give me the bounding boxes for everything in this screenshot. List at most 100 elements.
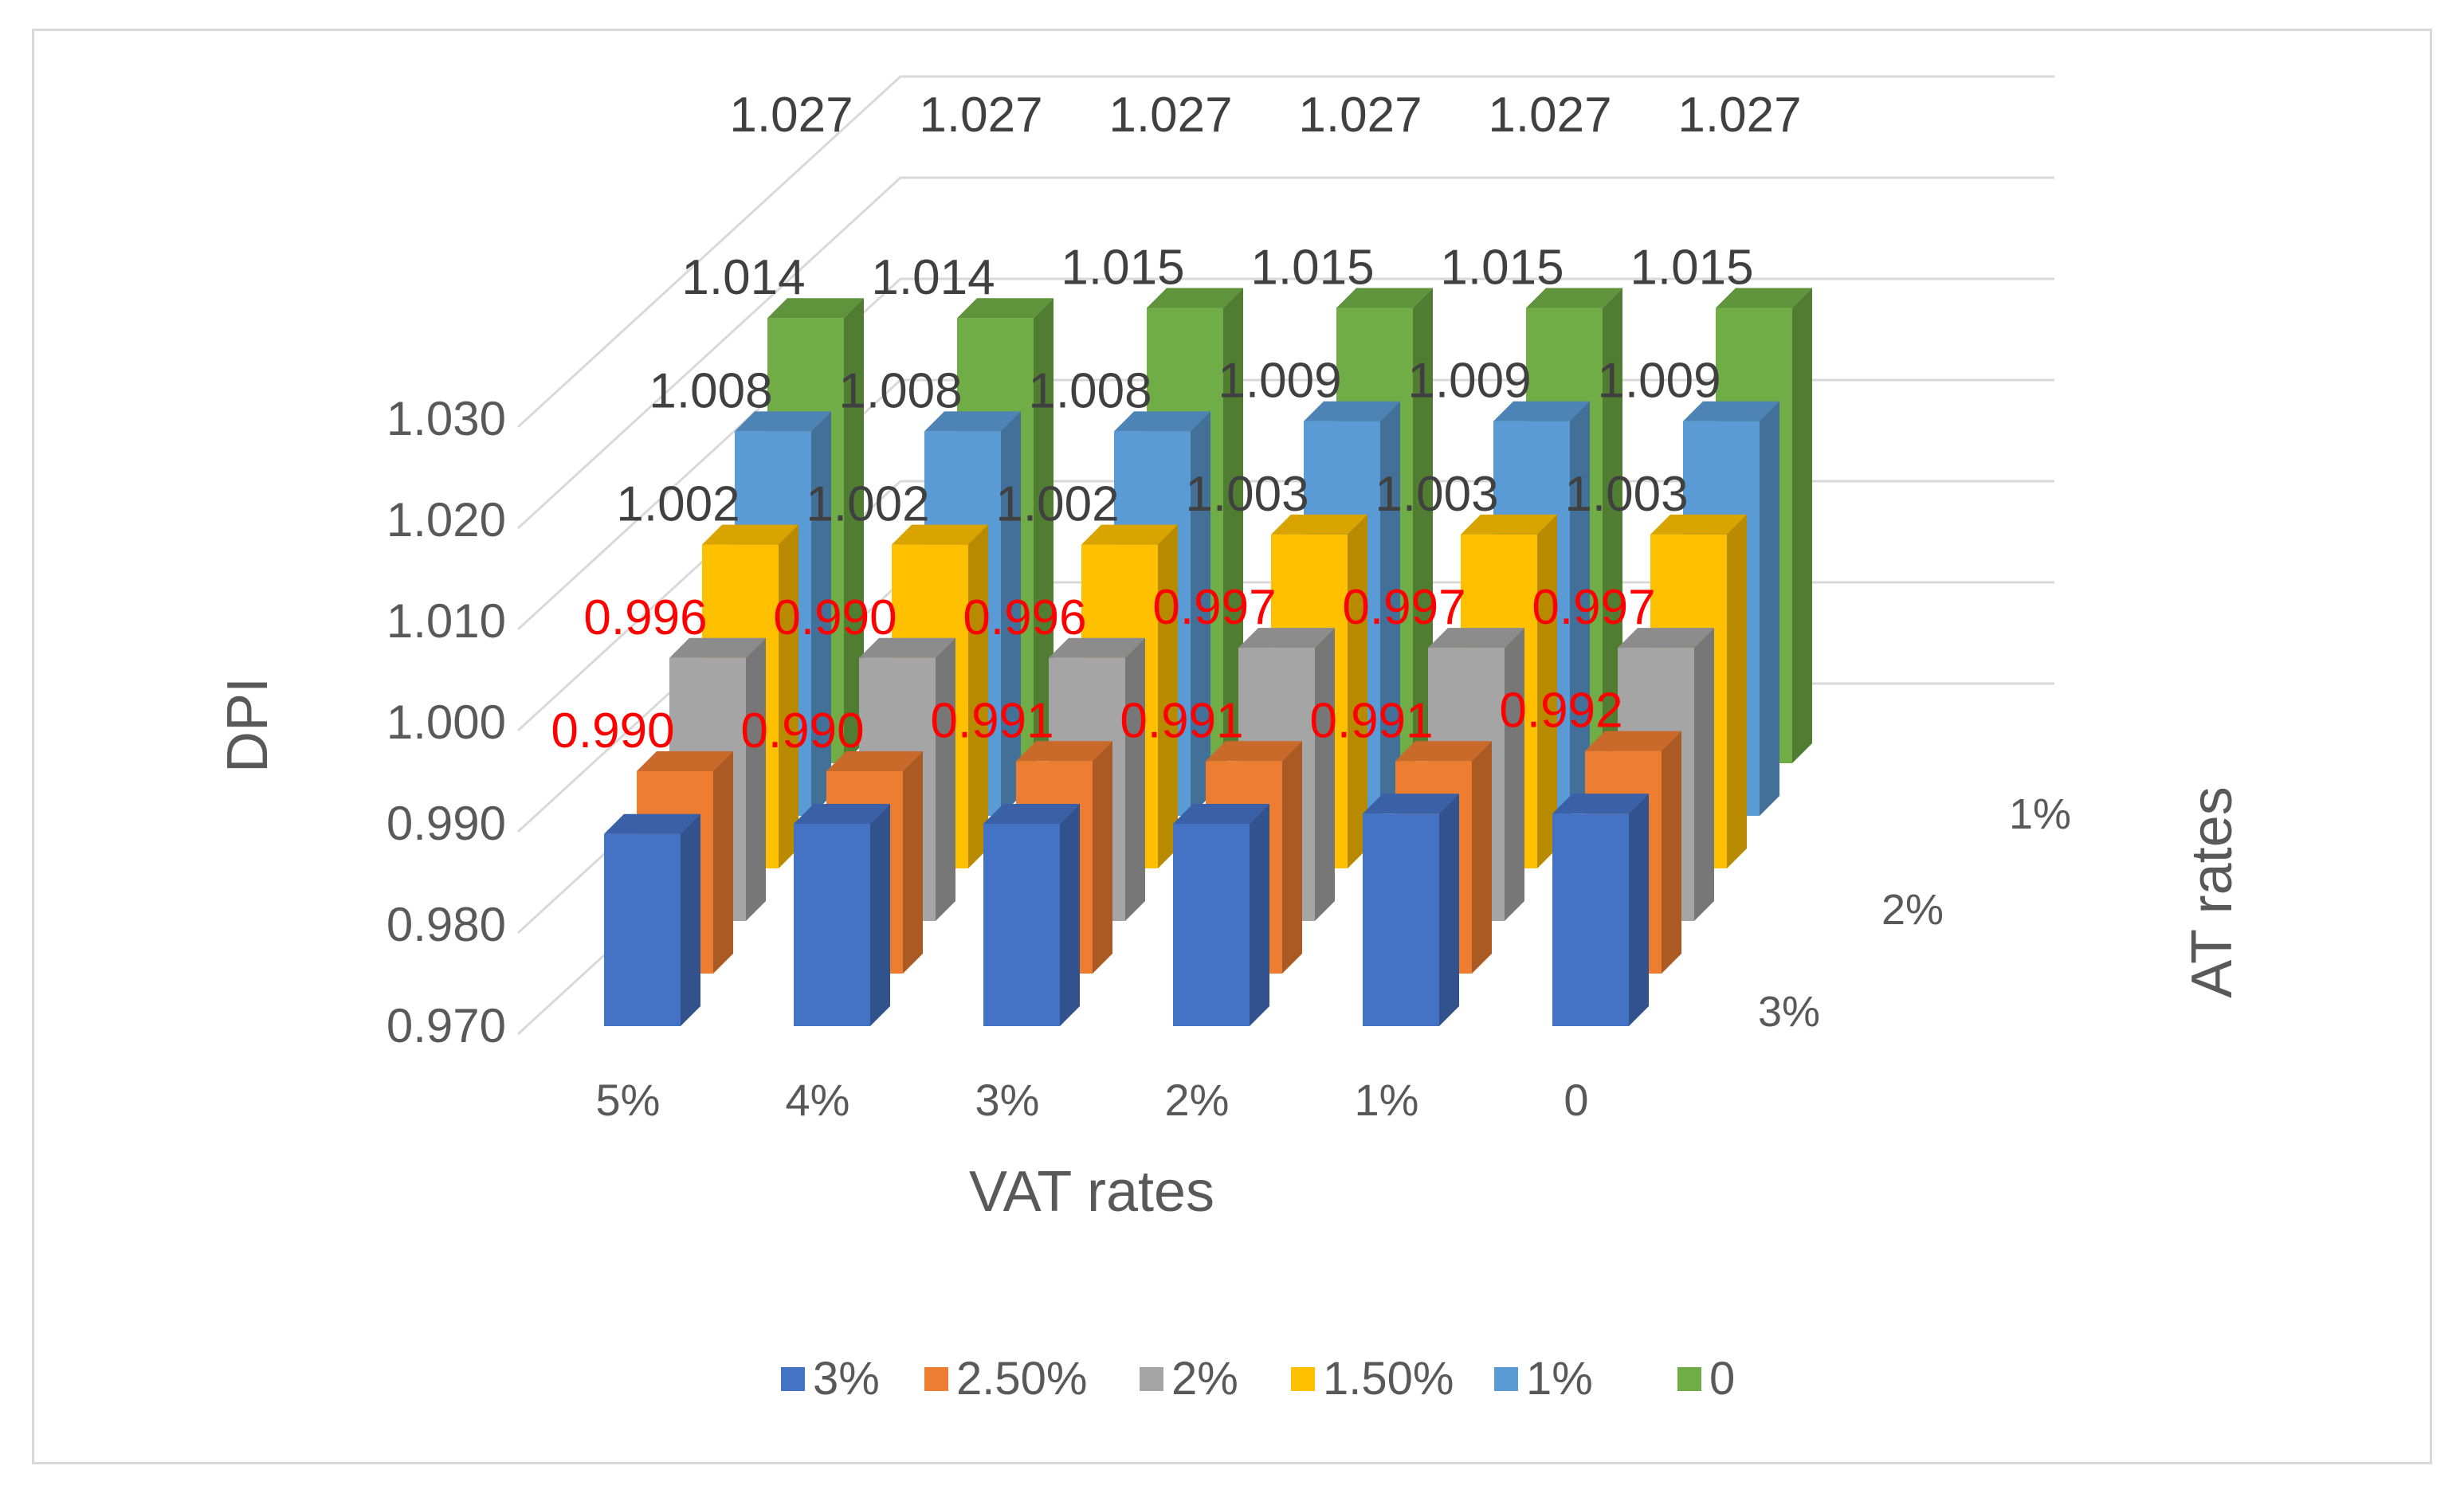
- bar-top: [767, 298, 864, 319]
- gridline: [516, 75, 2054, 429]
- y-tick-label: 1.010: [386, 594, 506, 648]
- bar-side: [713, 751, 733, 974]
- bar-top: [1618, 628, 1714, 649]
- legend-label: 1%: [1526, 1353, 1593, 1405]
- bar-top: [983, 804, 1080, 824]
- bar-side: [1662, 731, 1681, 974]
- bar-3%-5%: [604, 813, 700, 1026]
- legend-swatch: [924, 1367, 948, 1391]
- bar-top: [1147, 288, 1243, 308]
- x-axis-ticks: 5% 4% 3% 2% 1% 0: [596, 1075, 1589, 1125]
- x-tick-label: 4%: [786, 1075, 850, 1125]
- bar-side: [936, 637, 955, 921]
- legend-item: 2%: [1140, 1353, 1238, 1405]
- bar-top: [735, 411, 831, 432]
- legend-swatch: [1494, 1367, 1518, 1391]
- data-label: 1.003: [1375, 467, 1498, 522]
- bar-side: [1191, 411, 1210, 816]
- data-labels: 0.990 0.990 0.991 0.991 0.991 0.992 0.996 0.990…: [551, 88, 1801, 758]
- bar-top: [1081, 524, 1178, 545]
- bar-3%-2%: [1173, 804, 1269, 1026]
- bar-top: [826, 751, 923, 771]
- bar-top: [1716, 288, 1812, 308]
- bar-top: [1585, 731, 1681, 751]
- data-label-top: 1.027: [729, 88, 853, 143]
- bar-front: [1552, 813, 1629, 1026]
- legend-swatch: [1677, 1367, 1701, 1391]
- bar-side: [1001, 411, 1021, 816]
- bar-side: [681, 813, 700, 1026]
- bar-3%-4%: [794, 804, 890, 1026]
- bar-side: [1727, 514, 1747, 868]
- bar-side: [1223, 288, 1243, 763]
- bar-side: [1093, 741, 1112, 974]
- data-label: 1.002: [616, 477, 740, 532]
- bar-top: [1461, 514, 1557, 535]
- bar-top: [794, 804, 890, 824]
- bar-side: [1792, 288, 1812, 763]
- y-axis-ticks: 0.970 0.980 0.990 1.000 1.010 1.020 1.030: [386, 392, 506, 1052]
- legend-item: 2.50%: [924, 1353, 1087, 1405]
- chart-frame: [32, 29, 2432, 1464]
- x-tick-label: 2%: [1165, 1075, 1230, 1125]
- data-label: 1.009: [1597, 354, 1720, 409]
- y-tick-label: 1.030: [386, 392, 506, 445]
- bar-top: [1016, 741, 1112, 762]
- y-tick-label: 1.020: [386, 493, 506, 547]
- legend-item: 1%: [1494, 1353, 1593, 1405]
- legend-item: 3%: [781, 1353, 880, 1405]
- data-label: 1.002: [995, 477, 1119, 532]
- bar-top: [1271, 514, 1367, 535]
- data-label: 0.991: [1120, 693, 1243, 748]
- data-label-top: 1.027: [1298, 88, 1422, 143]
- data-label: 0.997: [1532, 580, 1655, 635]
- bar-side: [1125, 637, 1145, 921]
- bar-side: [1439, 794, 1459, 1026]
- legend-swatch: [1140, 1367, 1163, 1391]
- bar-side: [1250, 804, 1269, 1026]
- bar-top: [1526, 288, 1622, 308]
- bar-side: [968, 524, 988, 868]
- y-tick-label: 0.980: [386, 898, 506, 951]
- legend-swatch: [1291, 1367, 1315, 1391]
- bar-side: [1629, 794, 1649, 1026]
- data-label: 1.014: [681, 250, 805, 305]
- bar-side: [1694, 628, 1714, 921]
- gridline: [516, 176, 2054, 530]
- data-label: 0.997: [1342, 580, 1465, 635]
- data-label: 0.990: [740, 703, 864, 758]
- bar-front: [1173, 824, 1250, 1026]
- bar-side: [1537, 514, 1557, 868]
- depth-tick-label: 3%: [1758, 988, 1820, 1036]
- legend-item: 1.50%: [1291, 1353, 1454, 1405]
- data-label: 0.997: [1152, 580, 1276, 635]
- data-label: 1.003: [1185, 467, 1309, 522]
- legend-label: 2.50%: [956, 1353, 1087, 1405]
- bar-side: [1570, 401, 1590, 816]
- bar-top: [1650, 514, 1747, 535]
- data-label: 1.008: [649, 363, 772, 418]
- bar-3%-3%: [983, 804, 1080, 1026]
- depth-tick-label: 1%: [2009, 790, 2071, 838]
- data-label: 1.014: [871, 250, 995, 305]
- data-label: 1.009: [1407, 354, 1531, 409]
- bars: [604, 288, 1812, 1026]
- bar-top: [1493, 401, 1590, 421]
- y-axis-title: DPI: [216, 677, 280, 773]
- bar-front: [604, 833, 681, 1026]
- y-tick-label: 0.990: [386, 797, 506, 850]
- gridline: [516, 277, 2054, 631]
- bar-front: [794, 824, 870, 1026]
- bar-side: [1505, 628, 1524, 921]
- bar-top: [1114, 411, 1210, 432]
- legend: 3% 2.50% 2% 1.50% 1% 0: [781, 1353, 1735, 1405]
- bar-top: [1304, 401, 1400, 421]
- data-label: 1.015: [1061, 241, 1184, 296]
- depth-axis-title: AT rates: [2180, 786, 2244, 997]
- data-label: 1.002: [806, 477, 929, 532]
- bar-side: [903, 751, 923, 974]
- bar-side: [1380, 401, 1400, 816]
- x-tick-label: 3%: [975, 1075, 1040, 1125]
- bar-top: [1683, 401, 1779, 421]
